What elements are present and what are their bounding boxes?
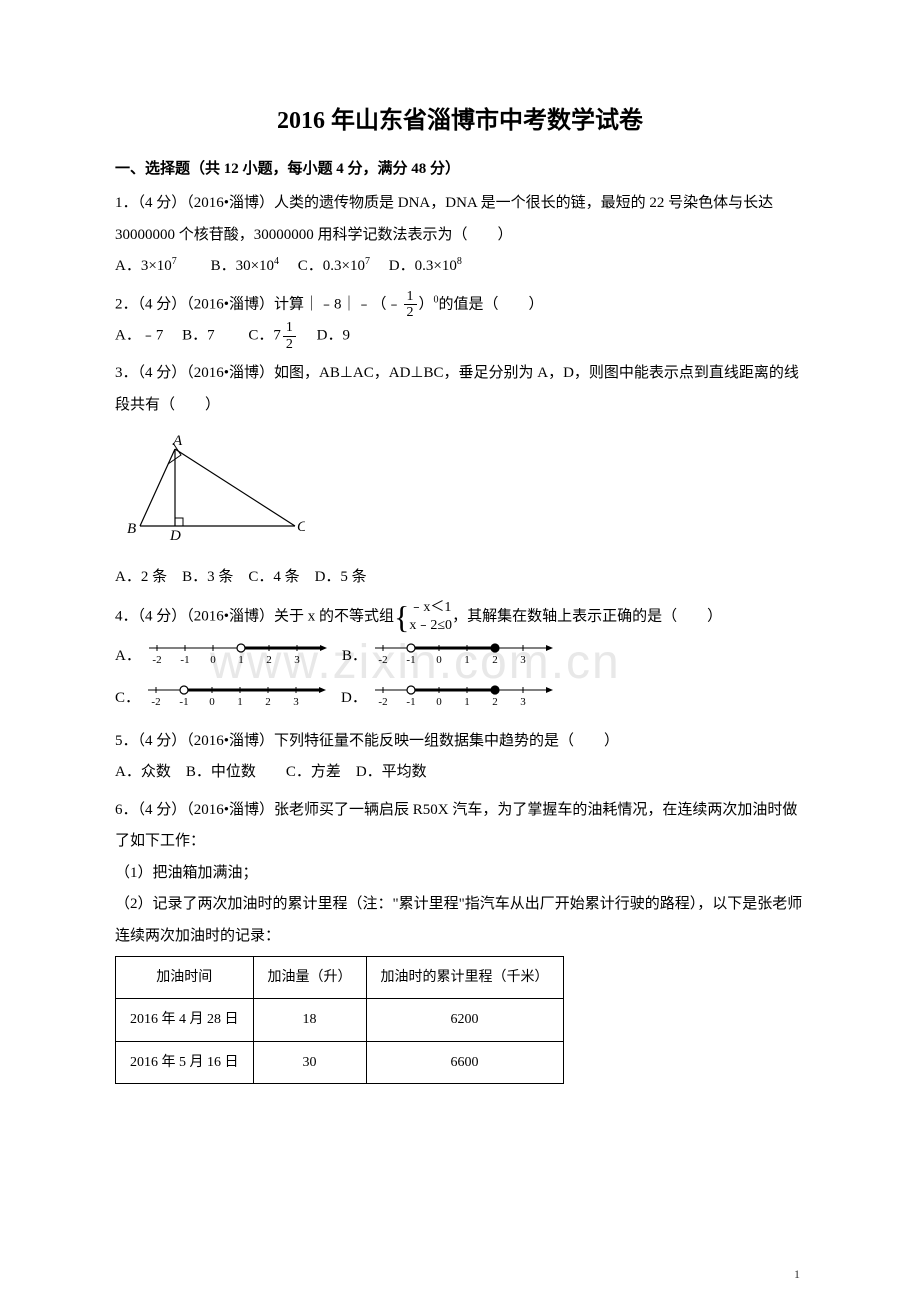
q1-optD: D．0.3×10 [389, 258, 457, 274]
svg-text:-1: -1 [406, 654, 415, 666]
svg-text:-2: -2 [378, 654, 387, 666]
q3-label-B: B [127, 521, 136, 537]
q4-line2: x﹣2≤0 [409, 618, 452, 633]
q1-optB-sup: 4 [274, 256, 279, 267]
page-title: 2016 年山东省淄博市中考数学试卷 [115, 100, 805, 135]
q1-optB: B．30×10 [211, 258, 274, 274]
svg-text:-2: -2 [152, 654, 161, 666]
page-number: 1 [794, 1267, 800, 1282]
q1-optD-sup: 8 [457, 256, 462, 267]
q2-optB: B．7 [182, 328, 215, 344]
q4-nl-A: -2 -1 0 1 2 3 [145, 636, 330, 678]
q3-label-A: A [172, 433, 183, 449]
svg-text:0: 0 [210, 654, 216, 666]
table-row: 2016 年 4 月 28 日 18 6200 [116, 999, 564, 1041]
svg-text:0: 0 [209, 696, 215, 708]
q3-text: 3．（4 分）（2016•淄博）如图，AB⊥AC，AD⊥BC，垂足分别为 A，D… [115, 358, 805, 421]
svg-text:1: 1 [238, 654, 244, 666]
q6-r1c0: 2016 年 5 月 16 日 [116, 1041, 254, 1083]
question-1: 1．（4 分）（2016•淄博）人类的遗传物质是 DNA，DNA 是一个很长的链… [115, 188, 805, 283]
q2-frac: 12 [404, 289, 417, 321]
svg-text:3: 3 [520, 654, 526, 666]
q4-optA-label: A． [115, 643, 141, 670]
q4-row-CD: C． -2 -1 0 1 2 3 D． -2 -1 0 1 2 3 [115, 678, 805, 720]
svg-text:-2: -2 [378, 696, 387, 708]
svg-text:3: 3 [294, 654, 300, 666]
q4-optD-label: D． [341, 685, 367, 712]
q1-optC-sup: 7 [365, 256, 370, 267]
q4-prefix: 4．（4 分）（2016•淄博）关于 x 的不等式组 [115, 609, 394, 625]
q1-optA: A．3×10 [115, 258, 172, 274]
svg-text:0: 0 [436, 696, 442, 708]
q6-r0c1: 18 [253, 999, 366, 1041]
q6-th-2: 加油时的累计里程（千米） [366, 957, 563, 999]
q3-label-D: D [169, 528, 181, 541]
question-2: 2．（4 分）（2016•淄博）计算｜﹣8｜﹣（﹣12）0的值是（ ） A．﹣7… [115, 289, 805, 353]
svg-text:3: 3 [520, 696, 526, 708]
svg-text:-1: -1 [179, 696, 188, 708]
q6-r1c2: 6600 [366, 1041, 563, 1083]
q3-figure: A B C D [115, 431, 805, 554]
q4-optC-label: C． [115, 685, 140, 712]
q2-optD: D．9 [317, 328, 350, 344]
q4-nl-B: -2 -1 0 1 2 3 [371, 636, 556, 678]
q2-optA: A．﹣7 [115, 328, 163, 344]
q4-nl-D: -2 -1 0 1 2 3 [371, 678, 556, 720]
table-row: 2016 年 5 月 16 日 30 6600 [116, 1041, 564, 1083]
q2-optC-num: 1 [283, 320, 296, 336]
q4-suffix: ，其解集在数轴上表示正确的是（ ） [452, 609, 722, 625]
q3-options: A．2 条 B．3 条 C．4 条 D．5 条 [115, 569, 367, 585]
q2-frac-num: 1 [404, 289, 417, 305]
svg-text:2: 2 [265, 696, 271, 708]
table-row: 加油时间 加油量（升） 加油时的累计里程（千米） [116, 957, 564, 999]
q4-row-AB: A． -2 -1 0 1 2 3 B． -2 -1 0 1 2 3 [115, 636, 805, 678]
svg-text:1: 1 [237, 696, 243, 708]
q2-suffix: ） [419, 296, 434, 312]
q5-text: 5．（4 分）（2016•淄博）下列特征量不能反映一组数据集中趋势的是（ ） [115, 726, 805, 758]
question-5: 5．（4 分）（2016•淄博）下列特征量不能反映一组数据集中趋势的是（ ） A… [115, 726, 805, 789]
q1-optA-sup: 7 [172, 256, 177, 267]
section-header: 一、选择题（共 12 小题，每小题 4 分，满分 48 分） [115, 157, 805, 178]
q2-options: A．﹣7 B．7 C．712 D．9 [115, 320, 805, 352]
q1-options: A．3×107 B．30×104 C．0.3×107 D．0.3×108 [115, 258, 462, 274]
q3-svg: A B C D [115, 431, 305, 541]
q2-optC-frac: 12 [283, 320, 296, 352]
q2-suffix2: 的值是（ ） [439, 296, 544, 312]
q4-optB-label: B． [342, 643, 367, 670]
q1-text: 1．（4 分）（2016•淄博）人类的遗传物质是 DNA，DNA 是一个很长的链… [115, 188, 805, 251]
q2-prefix: 2．（4 分）（2016•淄博）计算｜﹣8｜﹣（﹣ [115, 296, 402, 312]
q6-r1c1: 30 [253, 1041, 366, 1083]
svg-text:1: 1 [464, 654, 470, 666]
q6-text: 6．（4 分）（2016•淄博）张老师买了一辆启辰 R50X 汽车，为了掌握车的… [115, 795, 805, 858]
q6-step1: （1）把油箱加满油； [115, 858, 805, 890]
q3-label-C: C [297, 519, 305, 535]
q6-th-0: 加油时间 [116, 957, 254, 999]
q4-brace: {﹣x＜1x﹣2≤0 [394, 599, 452, 635]
q4-line1: ﹣x＜1 [409, 600, 451, 615]
q5-options: A．众数 B．中位数 C．方差 D．平均数 [115, 764, 427, 780]
q6-r0c2: 6200 [366, 999, 563, 1041]
svg-text:0: 0 [436, 654, 442, 666]
question-6: 6．（4 分）（2016•淄博）张老师买了一辆启辰 R50X 汽车，为了掌握车的… [115, 795, 805, 1085]
question-3: 3．（4 分）（2016•淄博）如图，AB⊥AC，AD⊥BC，垂足分别为 A，D… [115, 358, 805, 593]
q6-step2: （2）记录了两次加油时的累计里程（注："累计里程"指汽车从出厂开始累计行驶的路程… [115, 889, 805, 952]
svg-text:2: 2 [492, 696, 498, 708]
q2-optC-pre: C．7 [248, 328, 281, 344]
svg-text:2: 2 [266, 654, 272, 666]
q1-optC: C．0.3×10 [298, 258, 365, 274]
question-4: 4．（4 分）（2016•淄博）关于 x 的不等式组{﹣x＜1x﹣2≤0，其解集… [115, 599, 805, 719]
svg-text:3: 3 [293, 696, 299, 708]
svg-text:-2: -2 [151, 696, 160, 708]
q6-r0c0: 2016 年 4 月 28 日 [116, 999, 254, 1041]
svg-text:-1: -1 [406, 696, 415, 708]
svg-text:1: 1 [464, 696, 470, 708]
q2-optC-den: 2 [283, 337, 296, 352]
svg-text:2: 2 [492, 654, 498, 666]
svg-text:-1: -1 [180, 654, 189, 666]
q2-frac-den: 2 [404, 305, 417, 320]
q6-table: 加油时间 加油量（升） 加油时的累计里程（千米） 2016 年 4 月 28 日… [115, 956, 564, 1084]
q6-th-1: 加油量（升） [253, 957, 366, 999]
q4-nl-C: -2 -1 0 1 2 3 [144, 678, 329, 720]
